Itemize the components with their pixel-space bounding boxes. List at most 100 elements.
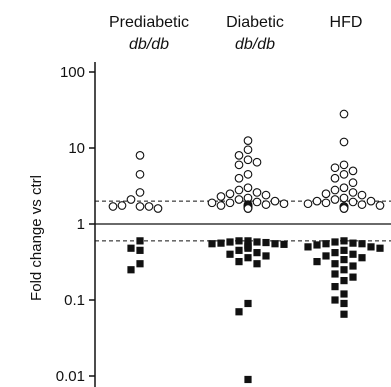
- point-filled-square: [244, 244, 252, 252]
- point-open-circle: [261, 200, 271, 209]
- point-open-circle: [135, 202, 145, 211]
- point-filled-square: [253, 260, 261, 268]
- point-filled-square: [331, 238, 339, 246]
- point-filled-square: [340, 237, 348, 245]
- point-filled-square: [208, 240, 216, 248]
- y-tick-label: 100: [60, 64, 85, 81]
- point-open-circle: [243, 204, 253, 213]
- point-open-circle: [279, 199, 289, 209]
- point-open-circle: [243, 145, 253, 155]
- point-open-circle: [339, 109, 349, 119]
- point-filled-square: [340, 256, 348, 264]
- point-open-circle: [357, 200, 367, 209]
- point-filled-square: [253, 249, 261, 257]
- point-filled-square: [244, 299, 252, 308]
- point-filled-square: [349, 250, 357, 258]
- point-open-circle: [339, 170, 349, 179]
- point-filled-square: [136, 237, 144, 245]
- point-filled-square: [262, 238, 270, 247]
- point-open-circle: [339, 193, 349, 203]
- point-open-circle: [366, 196, 376, 206]
- point-filled-square: [226, 250, 234, 258]
- point-filled-square: [313, 258, 321, 266]
- group-title-3: HFD: [330, 14, 363, 31]
- point-filled-square: [136, 246, 144, 254]
- point-open-circle: [339, 160, 349, 170]
- point-open-circle: [207, 198, 217, 208]
- point-filled-square: [367, 243, 375, 251]
- point-filled-square: [226, 238, 234, 246]
- point-filled-square: [349, 262, 357, 270]
- point-open-circle: [357, 190, 367, 200]
- group-titles: Prediabetic db/db Diabetic db/db HFD: [109, 14, 362, 53]
- point-open-circle: [270, 196, 280, 206]
- point-filled-square: [136, 260, 144, 268]
- y-tick-label: 1: [77, 216, 85, 233]
- point-filled-square: [235, 237, 243, 245]
- point-open-circle: [108, 202, 118, 211]
- point-filled-square: [127, 266, 135, 274]
- point-filled-square: [331, 283, 339, 291]
- point-filled-square: [217, 239, 225, 247]
- point-filled-square: [244, 375, 252, 384]
- y-tick-label: 0.1: [64, 292, 85, 309]
- point-open-circle: [135, 170, 145, 179]
- point-open-circle: [225, 189, 235, 199]
- point-filled-square: [349, 239, 357, 247]
- group-title-1: Prediabetic: [109, 14, 189, 31]
- y-tick-label: 0.01: [56, 368, 85, 385]
- y-ticks: 100 10 1 0.1 0.01: [56, 64, 95, 385]
- point-open-circle: [330, 185, 340, 195]
- point-open-circle: [330, 173, 340, 183]
- point-open-circle: [135, 188, 145, 197]
- point-open-circle: [348, 166, 358, 176]
- point-open-circle: [303, 199, 313, 209]
- point-open-circle: [330, 195, 340, 204]
- point-open-circle: [348, 188, 358, 197]
- point-filled-square: [322, 240, 330, 248]
- point-open-circle: [234, 160, 244, 170]
- point-filled-square: [376, 244, 384, 252]
- point-open-circle: [234, 173, 244, 183]
- point-filled-square: [331, 296, 339, 304]
- point-filled-square: [304, 243, 312, 251]
- point-filled-square: [313, 241, 321, 249]
- point-filled-square: [331, 249, 339, 257]
- point-filled-square: [235, 246, 243, 254]
- point-filled-square: [244, 254, 252, 262]
- point-filled-square: [262, 252, 270, 260]
- point-filled-square: [271, 240, 279, 248]
- point-open-circle: [135, 151, 145, 160]
- point-open-circle: [252, 188, 262, 197]
- point-filled-square: [235, 258, 243, 266]
- point-open-circle: [375, 201, 385, 210]
- point-open-circle: [216, 201, 226, 210]
- point-filled-square: [358, 254, 366, 262]
- point-open-circle: [312, 196, 322, 206]
- point-open-circle: [243, 136, 253, 145]
- point-open-circle: [330, 163, 340, 173]
- point-filled-square: [340, 299, 348, 308]
- point-filled-square: [358, 240, 366, 248]
- point-filled-square: [127, 244, 135, 252]
- point-filled-square: [340, 310, 348, 318]
- group-title-2: Diabetic: [226, 14, 284, 31]
- point-filled-square: [280, 240, 288, 248]
- point-filled-square: [244, 237, 252, 245]
- point-open-circle: [234, 151, 244, 160]
- group-subtitle-1: db/db: [129, 36, 169, 53]
- point-open-circle: [243, 170, 253, 179]
- group-subtitle-2: db/db: [235, 36, 275, 53]
- point-open-circle: [252, 157, 262, 167]
- point-filled-square: [235, 308, 243, 316]
- point-open-circle: [153, 204, 163, 213]
- point-filled-square: [331, 260, 339, 268]
- point-open-circle: [348, 178, 358, 188]
- point-open-circle: [243, 155, 253, 165]
- point-open-circle: [339, 137, 349, 147]
- y-tick-label: 10: [68, 140, 85, 157]
- point-filled-square: [322, 252, 330, 260]
- point-open-circle: [243, 183, 253, 193]
- point-open-circle: [339, 204, 349, 213]
